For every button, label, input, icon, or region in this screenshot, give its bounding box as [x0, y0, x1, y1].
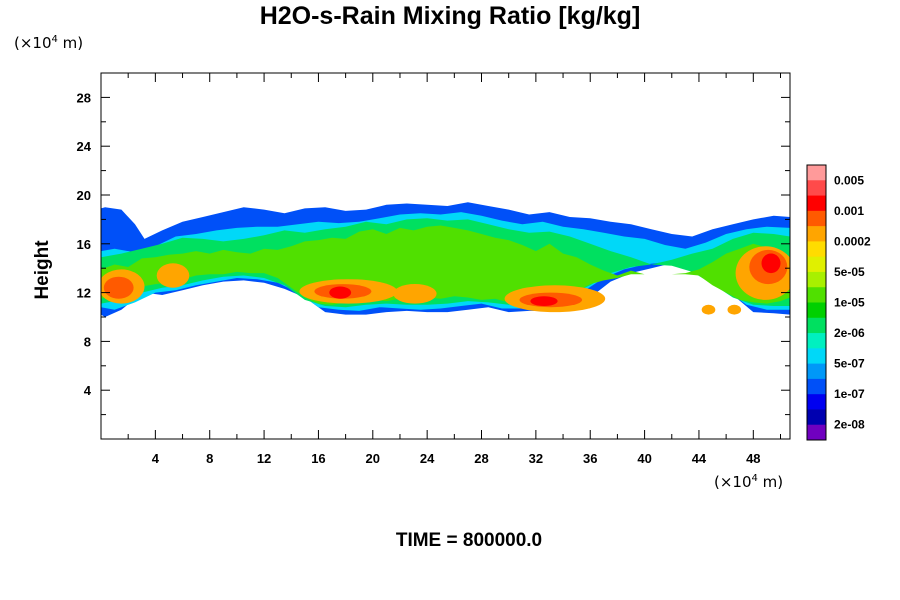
colorbar-label: 1e-05 — [834, 296, 865, 310]
chart-title: H2O-s-Rain Mixing Ratio [kg/kg] — [259, 2, 641, 30]
colorbar-swatch — [807, 256, 826, 273]
x-tick-label: 8 — [206, 451, 213, 466]
colorbar: 0.005 0.001 0.0002 5e-05 1e-05 2e-06 5e-07 1e-0… — [806, 164, 871, 441]
heavy-rain-cell-13 — [329, 286, 352, 299]
colorbar-label: 0.005 — [834, 173, 864, 187]
y-tick-label: 16 — [77, 237, 91, 252]
colorbar-label: 2e-06 — [834, 326, 865, 340]
y-tick-label: 24 — [77, 139, 92, 154]
field-band-1e-05 — [101, 225, 790, 305]
colorbar-label: 5e-07 — [834, 357, 865, 371]
colorbar-swatch — [807, 165, 826, 181]
x-tick-label: 4 — [152, 451, 160, 466]
plot-frame — [100, 72, 791, 440]
x-unit-label: (×104 m) — [714, 473, 784, 491]
time-label: TIME = 800000.0 — [395, 530, 543, 551]
colorbar-swatch — [807, 378, 826, 395]
colorbar-swatch — [807, 287, 826, 303]
colorbar-swatch — [807, 180, 826, 196]
y-tick-label: 20 — [77, 188, 91, 203]
colorbar-swatch — [807, 210, 826, 227]
colorbar-swatch — [807, 271, 826, 288]
heavy-rain-cell-15 — [761, 253, 781, 274]
colorbar-label: 0.0002 — [834, 234, 871, 248]
y-tick-label: 12 — [77, 286, 91, 301]
colorbar-label: 1e-07 — [834, 387, 865, 401]
colorbar-swatch — [807, 409, 826, 426]
colorbar-swatch — [807, 333, 826, 349]
x-tick-label: 36 — [583, 451, 597, 466]
x-tick-label: 12 — [257, 451, 271, 466]
x-tick-label: 44 — [692, 451, 707, 466]
heavy-rain-cell-9 — [103, 276, 134, 299]
colorbar-swatch — [807, 302, 826, 319]
y-tick-label: 8 — [84, 334, 91, 349]
colorbar-swatch — [807, 195, 826, 212]
heavy-rain-cell-4 — [393, 284, 437, 304]
x-tick-label: 24 — [420, 451, 435, 466]
y-tick-label: 4 — [84, 383, 92, 398]
colorbar-swatch — [807, 317, 826, 334]
colorbar-label: 5e-05 — [834, 265, 865, 279]
colorbar-swatch — [807, 424, 826, 441]
x-tick-label: 48 — [746, 451, 760, 466]
colorbar-swatch — [807, 241, 826, 258]
colorbar-frame — [806, 164, 827, 441]
heavy-rain-cell-14 — [530, 296, 558, 306]
y-tick-label: 28 — [77, 90, 91, 105]
colorbar-swatch — [807, 348, 826, 365]
x-tick-label: 16 — [311, 451, 325, 466]
y-unit-label: (×104 m) — [14, 34, 84, 52]
x-tick-label: 28 — [474, 451, 488, 466]
colorbar-label: 0.001 — [834, 204, 864, 218]
colorbar-swatch — [807, 226, 826, 242]
colorbar-swatch — [807, 363, 826, 380]
heavy-rain-cell-7 — [701, 304, 716, 315]
heavy-rain-cell-2 — [156, 263, 190, 288]
x-tick-label: 32 — [529, 451, 543, 466]
colorbar-swatch — [807, 394, 826, 410]
x-tick-label: 40 — [637, 451, 651, 466]
colorbar-label: 2e-08 — [834, 418, 865, 432]
x-tick-label: 20 — [366, 451, 380, 466]
field-layer — [101, 202, 790, 317]
heavy-rain-cell-8 — [727, 304, 742, 315]
